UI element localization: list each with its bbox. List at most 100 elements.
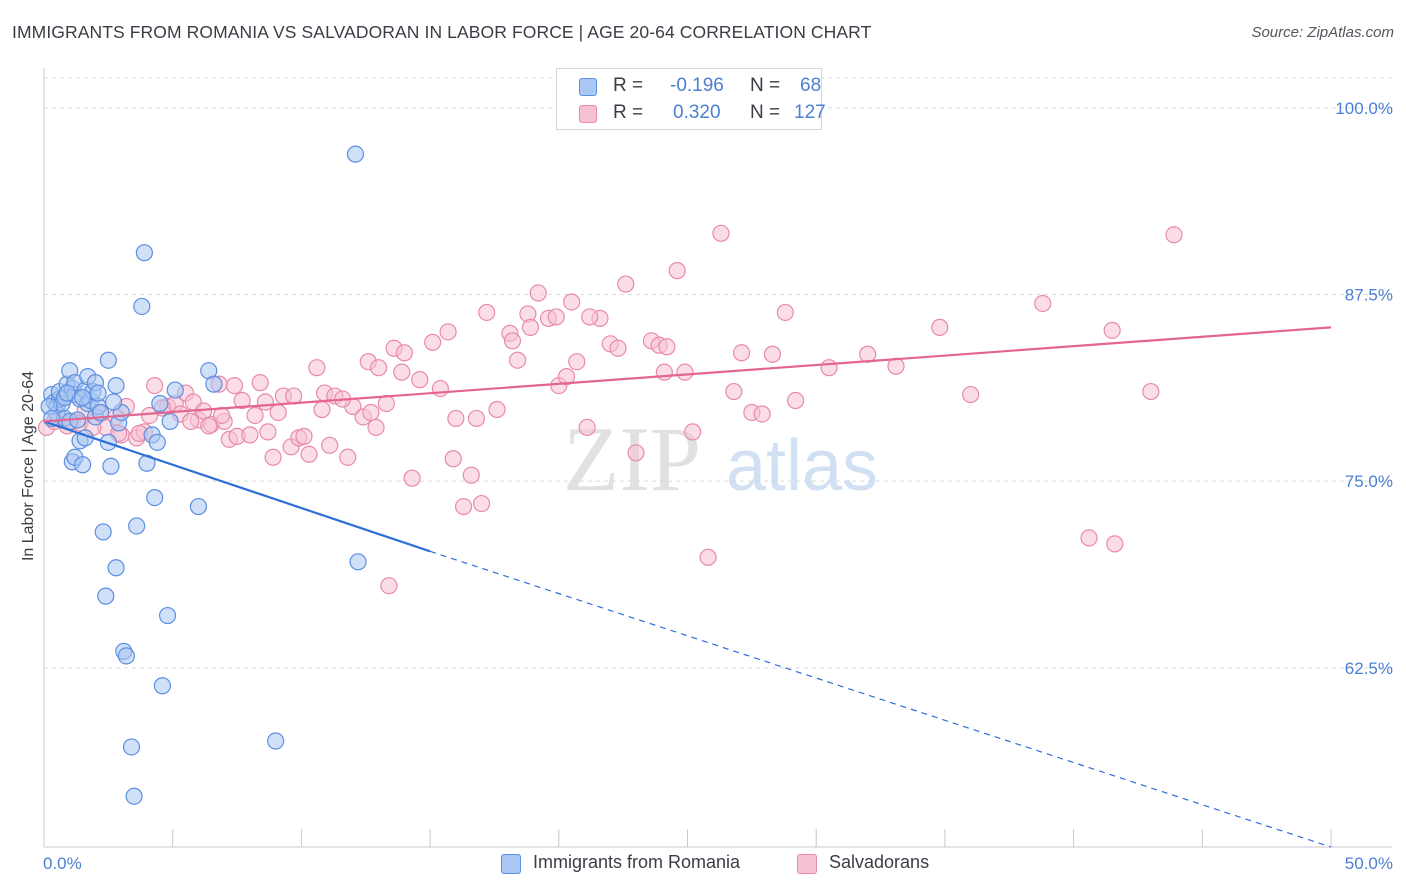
salvadorans-point [1080, 529, 1098, 547]
salvadorans-point [140, 406, 159, 425]
romania-point [74, 456, 92, 474]
salvadorans-point [362, 403, 380, 422]
salvadorans-point [668, 262, 686, 280]
romania-point [74, 388, 92, 407]
watermark-atlas: atlas [726, 426, 878, 506]
romania-point [153, 677, 172, 695]
salvadorans-point [962, 385, 980, 404]
romania-point [346, 145, 365, 163]
salvadorans-point [444, 450, 462, 468]
bottom-legend-swatch-salvadorans [797, 854, 817, 874]
chart-title: IMMIGRANTS FROM ROMANIA VS SALVADORAN IN… [12, 22, 872, 42]
salvadorans-point [776, 303, 794, 322]
legend-n-label: N = [750, 75, 781, 96]
salvadorans-point [264, 448, 282, 466]
romania-point [104, 393, 123, 411]
salvadorans-point [658, 338, 676, 356]
salvadorans-point [225, 377, 244, 395]
romania-point [189, 497, 208, 516]
salvadorans-point [763, 345, 782, 363]
bottom-legend-label-romania: Immigrants from Romania [533, 852, 741, 872]
salvadorans-point [478, 303, 496, 322]
salvadorans-trend-line [43, 326, 1332, 423]
salvadorans-point [1165, 226, 1183, 244]
salvadorans-point [308, 359, 326, 377]
romania-point [267, 732, 285, 750]
legend-swatch-salvadorans [579, 105, 597, 123]
salvadorans-point [295, 427, 313, 445]
romania-point [161, 412, 179, 431]
salvadorans-point [627, 444, 645, 462]
salvadorans-point [488, 400, 506, 419]
salvadorans-point [563, 293, 581, 311]
salvadorans-point [472, 494, 491, 513]
legend-r-value-salvadorans: 0.320 [673, 102, 721, 123]
romania-point [89, 384, 107, 402]
salvadorans-point [395, 344, 413, 362]
salvadorans-point [1034, 294, 1052, 313]
axes [43, 68, 1392, 848]
salvadorans-point [285, 387, 303, 405]
salvadorans-point [321, 436, 339, 454]
salvadorans-point [557, 368, 576, 386]
salvadorans-point [454, 497, 473, 516]
salvadorans-point [732, 344, 751, 362]
x-tick-label: 50.0% [1345, 854, 1393, 873]
romania-point [99, 351, 117, 369]
salvadorans-point [447, 409, 465, 428]
salvadorans-point [393, 363, 411, 381]
salvadorans-point [509, 351, 527, 369]
salvadorans-point [699, 548, 717, 566]
legend-r-label: R = [613, 102, 644, 123]
romania-point [158, 606, 177, 625]
trend-lines [43, 326, 1332, 848]
salvadorans-point [424, 333, 442, 351]
romania-point [128, 517, 146, 535]
salvadorans-point [251, 374, 269, 392]
salvadorans-point [200, 417, 218, 435]
salvadorans-point [617, 275, 635, 293]
salvadorans-point [462, 466, 480, 484]
romania-point [107, 377, 125, 395]
romania-point [102, 457, 120, 475]
romania-point [166, 381, 184, 399]
salvadorans-point [269, 403, 287, 422]
salvadorans-point [820, 359, 838, 377]
salvadorans-point [753, 405, 771, 423]
salvadorans-point [241, 426, 259, 444]
y-tick-label: 100.0% [1335, 99, 1393, 118]
salvadorans-point [1106, 535, 1124, 553]
romania-point [151, 394, 169, 413]
salvadorans-point [1142, 382, 1160, 401]
salvadorans-point [370, 359, 388, 377]
salvadorans-point [568, 353, 586, 371]
legend-r-value-romania: -0.196 [670, 75, 724, 96]
y-tick-label: 87.5% [1345, 286, 1393, 305]
romania-point [97, 587, 115, 605]
salvadorans-point [521, 318, 540, 336]
romania-point [122, 738, 141, 756]
salvadorans-point [182, 412, 200, 431]
salvadorans-point [411, 371, 429, 389]
legend-n-label: N = [750, 102, 781, 123]
bottom-legend-swatch-romania [501, 854, 521, 874]
salvadorans-point [676, 363, 694, 381]
salvadorans-point [609, 339, 627, 357]
salvadorans-point [712, 224, 730, 242]
romania-point [125, 787, 143, 805]
x-tick-label: 0.0% [43, 854, 82, 873]
correlation-legend: R = -0.196 N = 68 R = 0.320 N = 127 [556, 68, 826, 130]
romania-trend-line [43, 420, 431, 553]
romania-points [40, 145, 367, 805]
salvadorans-point [256, 393, 274, 411]
romania-point [349, 553, 367, 571]
salvadorans-point [146, 377, 164, 395]
salvadorans-point [313, 400, 331, 419]
romania-point [133, 297, 151, 316]
salvadorans-point [431, 379, 449, 398]
legend-r-label: R = [613, 75, 644, 96]
salvadorans-point [503, 332, 522, 350]
salvadorans-point [581, 308, 599, 326]
romania-point [94, 523, 112, 541]
